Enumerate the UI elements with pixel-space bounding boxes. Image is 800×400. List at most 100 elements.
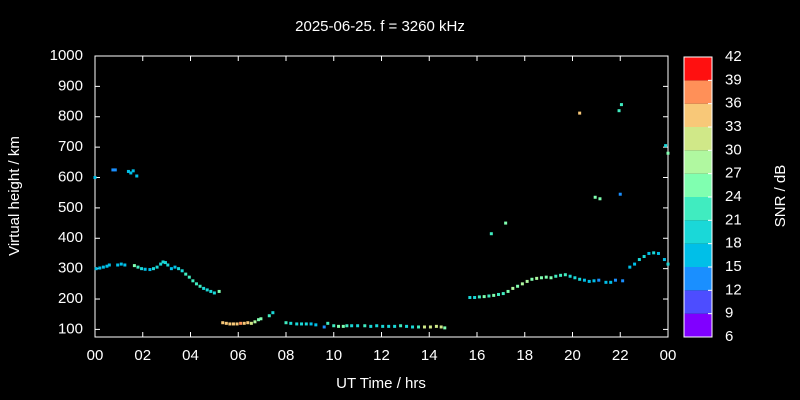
colorbar-tick-label: 36 <box>725 95 742 112</box>
data-point <box>123 263 127 267</box>
x-tick-label: 10 <box>325 347 342 364</box>
data-point <box>573 276 577 280</box>
data-point <box>489 232 493 236</box>
colorbar-tick-label: 24 <box>725 188 742 205</box>
data-point <box>143 267 147 271</box>
data-point <box>568 274 572 278</box>
colorbar-tick-label: 39 <box>725 71 742 88</box>
data-point <box>161 260 165 264</box>
data-point <box>633 262 637 266</box>
data-point <box>132 264 136 268</box>
data-point <box>381 324 385 328</box>
data-point <box>107 263 111 267</box>
colorbar-label: SNR / dB <box>772 165 789 228</box>
data-point <box>300 322 304 326</box>
colorbar-tick-label: 9 <box>725 305 733 322</box>
data-point <box>111 168 115 172</box>
data-point <box>129 171 133 175</box>
data-point <box>332 324 336 328</box>
data-point <box>492 293 496 297</box>
data-point <box>322 325 326 329</box>
data-point <box>554 274 558 278</box>
data-point <box>184 272 188 276</box>
data-point <box>417 325 421 329</box>
data-point <box>399 324 403 328</box>
data-point <box>119 262 123 266</box>
data-point <box>131 169 135 173</box>
colorbar-block <box>684 313 712 337</box>
data-point <box>637 258 641 262</box>
data-point <box>105 264 109 268</box>
y-tick-label: 700 <box>58 138 83 155</box>
data-point <box>628 265 632 269</box>
x-tick-label: 00 <box>660 347 677 364</box>
data-point <box>592 279 596 283</box>
data-point <box>198 284 202 288</box>
data-point <box>535 276 539 280</box>
colorbar-tick-label: 42 <box>725 48 742 65</box>
x-tick-label: 12 <box>373 347 390 364</box>
data-point <box>656 251 660 255</box>
data-point <box>559 273 563 277</box>
y-tick-label: 800 <box>58 108 83 125</box>
colorbar-block <box>684 243 712 267</box>
data-point <box>309 322 313 326</box>
colorbar-block <box>684 103 712 127</box>
x-tick-label: 00 <box>87 347 104 364</box>
y-tick-label: 100 <box>58 320 83 337</box>
data-point <box>482 295 486 299</box>
data-point <box>350 324 354 328</box>
x-tick-label: 18 <box>516 347 533 364</box>
data-point <box>578 111 582 115</box>
data-point <box>664 144 668 148</box>
chart-title: 2025-06-25. f = 3260 kHz <box>295 18 465 35</box>
data-point <box>113 168 117 172</box>
data-point <box>609 280 613 284</box>
data-point <box>582 278 586 282</box>
colorbar-tick-label: 21 <box>725 211 742 228</box>
data-point <box>221 321 225 325</box>
colorbar-block <box>684 290 712 314</box>
data-point <box>253 320 257 324</box>
data-point <box>477 295 481 299</box>
x-tick-label: 16 <box>469 347 486 364</box>
data-point <box>101 265 105 269</box>
y-tick-label: 300 <box>58 260 83 277</box>
data-point <box>593 195 597 199</box>
data-point <box>428 325 432 329</box>
data-point <box>180 269 184 273</box>
data-point <box>520 282 524 286</box>
data-point <box>239 321 243 325</box>
colorbar-tick-label: 6 <box>725 328 733 345</box>
data-point <box>434 324 438 328</box>
data-point <box>136 265 140 269</box>
data-point <box>231 322 235 326</box>
data-point <box>525 279 529 283</box>
colorbar-block <box>684 220 712 244</box>
colorbar-block <box>684 57 712 81</box>
data-point <box>242 321 246 325</box>
data-point <box>212 291 216 295</box>
data-point <box>578 277 582 281</box>
y-tick-label: 1000 <box>50 47 83 64</box>
data-point <box>439 325 443 329</box>
y-tick-label: 200 <box>58 290 83 307</box>
data-point <box>163 261 167 265</box>
data-point <box>126 169 130 173</box>
colorbar-tick-label: 18 <box>725 235 742 252</box>
data-point <box>587 279 591 283</box>
y-tick-label: 400 <box>58 229 83 246</box>
data-point <box>345 324 349 328</box>
data-point <box>647 251 651 255</box>
data-point <box>148 268 152 272</box>
data-point <box>652 251 656 255</box>
data-point <box>363 324 367 328</box>
data-point <box>539 276 543 280</box>
data-point <box>619 103 623 107</box>
data-point <box>202 286 206 290</box>
data-point <box>187 275 191 279</box>
x-tick-label: 20 <box>564 347 581 364</box>
y-tick-label: 500 <box>58 199 83 216</box>
